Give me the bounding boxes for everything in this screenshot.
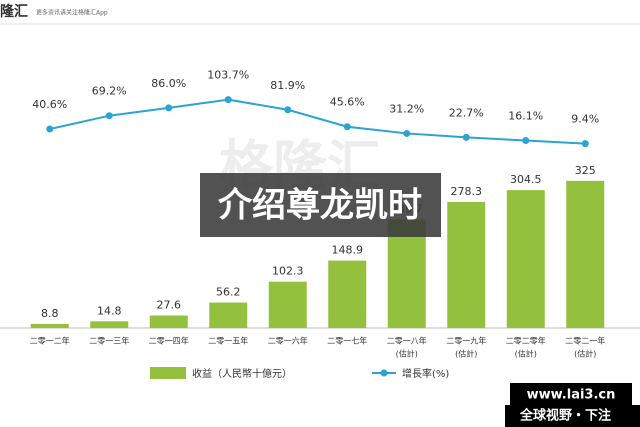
- bar: [268, 281, 307, 328]
- growth-label: 69.2%: [92, 85, 127, 98]
- growth-point: [165, 104, 173, 112]
- legend-label: 增長率(%): [402, 367, 449, 380]
- growth-point: [462, 133, 470, 141]
- x-tick-label: 二零一八年: [387, 336, 427, 346]
- growth-label: 103.7%: [207, 69, 249, 82]
- growth-label: 45.6%: [330, 96, 365, 109]
- bar-label: 325: [575, 164, 596, 177]
- growth-label: 31.2%: [389, 102, 424, 115]
- chart: 8.8 二零一二年 14.8 二零一三年 27.6 二零一四年 56.2 二零一五年 102.3…: [0, 69, 640, 359]
- site-link[interactable]: www.lai3.cn: [527, 388, 616, 403]
- legend-swatch: [380, 369, 388, 377]
- growth-label: 16.1%: [508, 109, 543, 122]
- growth-label: 22.7%: [449, 106, 484, 119]
- legend-swatch: [150, 367, 186, 379]
- logo: 隆汇: [0, 3, 28, 20]
- overlay-title: 介绍尊龙凯时: [218, 186, 422, 226]
- bar-label: 27.6: [157, 299, 182, 312]
- bar: [209, 302, 248, 328]
- tagline: 更多资讯请关注格隆汇App: [36, 9, 108, 17]
- growth-point: [403, 129, 411, 137]
- x-tick-label: 二零二零年: [506, 336, 546, 346]
- x-tick-label: 二零一三年: [89, 336, 129, 346]
- x-tick-label: (估計): [574, 349, 596, 359]
- x-tick-label: 二零二一年: [565, 336, 605, 346]
- x-tick-label: (估計): [515, 349, 537, 359]
- overlay-box: [200, 173, 441, 237]
- bar-label: 56.2: [216, 286, 241, 299]
- x-tick-label: (估計): [455, 349, 477, 359]
- bar-label: 304.5: [510, 173, 542, 186]
- bar: [506, 190, 545, 328]
- growth-label: 86.0%: [151, 77, 186, 90]
- x-tick-label: 二零一四年: [149, 336, 189, 346]
- growth-line: [49, 98, 586, 145]
- growth-label: 81.9%: [270, 79, 305, 92]
- bar-label: 278.3: [451, 185, 483, 198]
- site-box[interactable]: [510, 383, 632, 405]
- bar-label: 8.8: [41, 307, 59, 320]
- growth-label: 9.4%: [571, 113, 599, 126]
- bar: [149, 315, 188, 328]
- bar-label: 14.8: [97, 304, 122, 317]
- x-tick-label: (估計): [396, 349, 418, 359]
- x-tick-label: 二零一九年: [446, 336, 486, 346]
- x-tick-label: 二零一七年: [327, 336, 367, 346]
- x-tick-label: 二零一二年: [30, 336, 70, 346]
- bar: [90, 321, 129, 328]
- growth-point: [46, 125, 54, 133]
- bar: [30, 324, 69, 328]
- slogan: 全球视野・下注: [519, 408, 611, 424]
- growth-point: [284, 106, 292, 114]
- bar: [328, 260, 367, 328]
- growth-point: [224, 96, 232, 104]
- growth-point: [522, 136, 530, 144]
- bar-label: 102.3: [272, 265, 304, 278]
- bar: [447, 201, 486, 328]
- bar-label: 148.9: [332, 244, 364, 257]
- slogan-box: [505, 405, 640, 427]
- bar: [387, 219, 426, 328]
- legend-label: 收益（人民幣十億元）: [192, 367, 292, 380]
- growth-label: 40.6%: [32, 98, 67, 111]
- growth-point: [343, 123, 351, 131]
- growth-point: [581, 140, 589, 148]
- x-tick-label: 二零一六年: [268, 336, 308, 346]
- growth-point: [105, 112, 113, 120]
- bar: [566, 180, 605, 328]
- x-tick-label: 二零一五年: [208, 336, 248, 346]
